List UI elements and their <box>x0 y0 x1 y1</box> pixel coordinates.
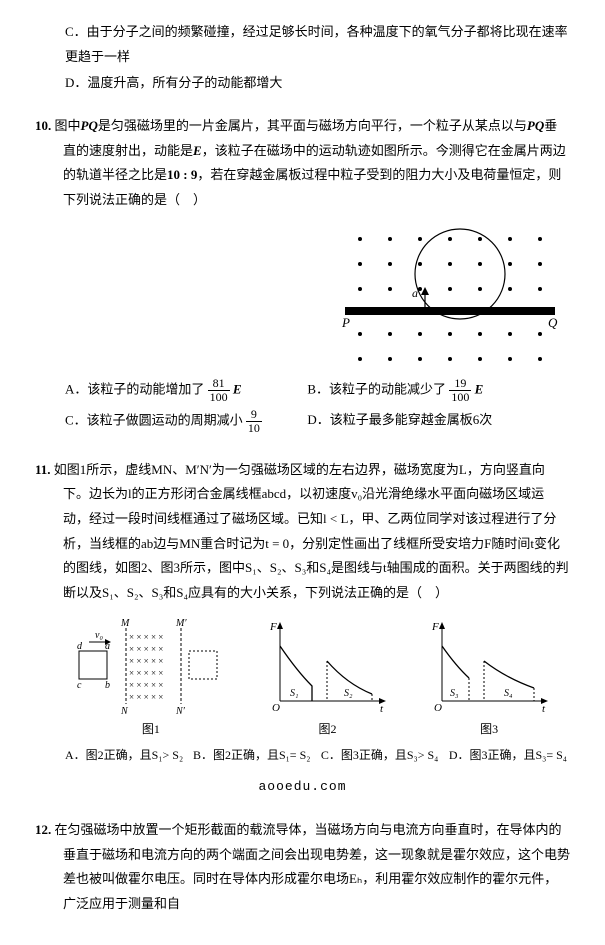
q10-a-num: 81 <box>208 377 230 391</box>
q10-d-text: D．该粒子最多能穿越金属板6次 <box>307 412 492 427</box>
q11-fig3-wrap: F O t S₃ S₄ 图3 <box>424 616 554 741</box>
q11-figures: d a b c v₀ M M′ N N′ × × × × × × × × × × <box>55 616 570 741</box>
q10-fig-a: a <box>412 286 418 300</box>
svg-text:× × × × ×: × × × × × <box>129 692 163 702</box>
q10-b-num: 19 <box>449 377 471 391</box>
q10-figure-wrap: a P Q <box>35 219 560 369</box>
q10-option-d: D．该粒子最多能穿越金属板6次 <box>307 408 549 435</box>
svg-text:M: M <box>120 618 130 629</box>
svg-text:S₂: S₂ <box>344 688 353 699</box>
watermark: aooedu.com <box>35 775 570 800</box>
q10-pq2: PQ <box>527 118 544 133</box>
q10-c-num: 9 <box>246 408 262 422</box>
svg-text:S₄: S₄ <box>504 688 513 699</box>
q12-stem: 12. 在匀强磁场中放置一个矩形截面的载流导体，当磁场方向与电流方向垂直时，在导… <box>35 818 570 917</box>
q11-fig1: d a b c v₀ M M′ N N′ × × × × × × × × × × <box>71 616 231 716</box>
q11-stem: 11. 如图1所示，虚线MN、M′N′为一匀强磁场区域的左右边界，磁场宽度为L，… <box>35 458 570 606</box>
svg-text:F: F <box>269 621 277 633</box>
q11-fig1-wrap: d a b c v₀ M M′ N N′ × × × × × × × × × × <box>71 616 231 741</box>
q11-fig2-wrap: F O t S₁ S₂ 图2 <box>262 616 392 741</box>
q10-b-den: 100 <box>449 391 471 404</box>
svg-text:× × × × ×: × × × × × <box>129 632 163 642</box>
svg-text:N′: N′ <box>175 706 186 716</box>
svg-text:c: c <box>77 680 82 691</box>
question-11: 11. 如图1所示，虚线MN、M′N′为一匀强磁场区域的左右边界，磁场宽度为L，… <box>35 458 570 768</box>
q11-fig1-cap: 图1 <box>71 718 231 741</box>
q10-ratio: 10 : 9 <box>167 167 197 182</box>
q10-fig-P: P <box>341 315 350 330</box>
svg-text:× × × × ×: × × × × × <box>129 644 163 654</box>
svg-text:d: d <box>77 641 83 652</box>
q10-t2: 是匀强磁场里的一片金属片，其平面与磁场方向平行，一个粒子从某点以与 <box>98 118 527 133</box>
q11-number: 11. <box>35 462 51 477</box>
svg-text:O: O <box>272 702 280 714</box>
q10-options: A．该粒子的动能增加了 81100 E B．该粒子的动能减少了 19100 E … <box>65 377 570 440</box>
q9-d-text: 温度升高，所有分子的动能都增大 <box>87 75 282 90</box>
svg-text:× × × × ×: × × × × × <box>129 680 163 690</box>
svg-text:M′: M′ <box>175 618 187 629</box>
q10-number: 10. <box>35 118 51 133</box>
q10-option-b: B．该粒子的动能减少了 19100 E <box>307 377 549 404</box>
svg-text:S₁: S₁ <box>290 688 298 699</box>
q10-c-den: 10 <box>246 422 262 435</box>
q11-option-c: C．图3正确，且S₃> S₄ <box>321 744 442 767</box>
q10-stem: 10. 图中PQ是匀强磁场里的一片金属片，其平面与磁场方向平行，一个粒子从某点以… <box>35 114 570 213</box>
svg-text:O: O <box>434 702 442 714</box>
q10-a-pre: A．该粒子的动能增加了 <box>65 381 204 396</box>
q10-figure: a P Q <box>340 219 560 369</box>
q10-option-a: A．该粒子的动能增加了 81100 E <box>65 377 307 404</box>
q12-stem-text: 在匀强磁场中放置一个矩形截面的载流导体，当磁场方向与电流方向垂直时，在导体内的垂… <box>55 822 571 911</box>
q11-option-b: B．图2正确，且S₁= S₂ <box>193 744 314 767</box>
q11-fig2-cap: 图2 <box>262 718 392 741</box>
q10-b-pre: B．该粒子的动能减少了 <box>307 381 446 396</box>
svg-text:S₃: S₃ <box>450 688 459 699</box>
q9-option-c: C．由于分子之间的频繁碰撞，经过足够长时间，各种温度下的氧气分子都将比现在速率更… <box>65 20 570 69</box>
svg-text:N: N <box>120 706 129 716</box>
q11-options: A．图2正确，且S₁> S₂ B．图2正确，且S₁= S₂ C．图3正确，且S₃… <box>65 744 570 767</box>
svg-text:t: t <box>542 703 546 715</box>
q11-option-a: A．图2正确，且S₁> S₂ <box>65 744 186 767</box>
q10-c-pre: C．该粒子做圆运动的周期减小 <box>65 413 243 428</box>
q10-fig-Q: Q <box>548 315 558 330</box>
q9-option-d: D．温度升高，所有分子的动能都增大 <box>65 71 570 96</box>
svg-text:× × × × ×: × × × × × <box>129 668 163 678</box>
q10-E: E <box>193 143 202 158</box>
svg-text:b: b <box>105 680 110 691</box>
question-12: 12. 在匀强磁场中放置一个矩形截面的载流导体，当磁场方向与电流方向垂直时，在导… <box>35 818 570 917</box>
q11-option-d: D．图3正确，且S₃= S₄ <box>449 744 570 767</box>
svg-text:t: t <box>380 703 384 715</box>
q10-option-c: C．该粒子做圆运动的周期减小 910 <box>65 408 307 435</box>
svg-text:v₀: v₀ <box>95 630 103 641</box>
question-10: 10. 图中PQ是匀强磁场里的一片金属片，其平面与磁场方向平行，一个粒子从某点以… <box>35 114 570 440</box>
q11-stem-text: 如图1所示，虚线MN、M′N′为一匀强磁场区域的左右边界，磁场宽度为L，方向竖直… <box>54 462 569 600</box>
svg-text:× × × × ×: × × × × × <box>129 656 163 666</box>
q10-t1: 图中 <box>55 118 81 133</box>
q9-c-text: 由于分子之间的频繁碰撞，经过足够长时间，各种温度下的氧气分子都将比现在速率更趋于… <box>65 24 568 64</box>
q11-fig3-cap: 图3 <box>424 718 554 741</box>
q12-number: 12. <box>35 822 51 837</box>
q11-fig3: F O t S₃ S₄ <box>424 616 554 716</box>
q10-pq: PQ <box>81 118 98 133</box>
q11-fig2: F O t S₁ S₂ <box>262 616 392 716</box>
q10-a-den: 100 <box>208 391 230 404</box>
svg-text:F: F <box>431 621 439 633</box>
